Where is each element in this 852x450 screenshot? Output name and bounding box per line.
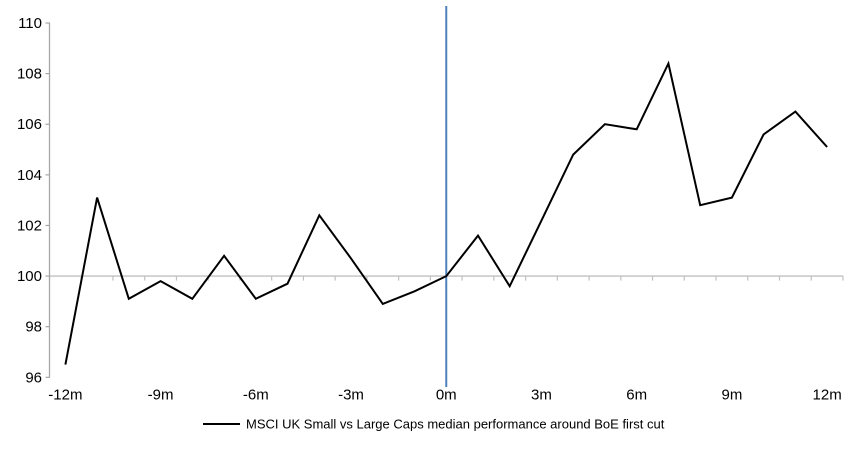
y-axis-label: 104 <box>17 167 42 184</box>
plot-area: 96 98 100 102 104 106 108 110 -12m -9m -6m -3m 0m 3m 6… <box>17 6 844 404</box>
y-axis-label: 96 <box>25 369 42 386</box>
x-axis-label: 3m <box>531 387 552 404</box>
x-axis-label: -6m <box>243 387 269 404</box>
y-axis-label: 108 <box>17 66 42 83</box>
x-axis-label: 9m <box>721 387 742 404</box>
y-axis-label: 106 <box>17 116 42 133</box>
y-axis-label: 110 <box>18 15 42 32</box>
x-axis-label: 0m <box>436 387 457 404</box>
legend: MSCI UK Small vs Large Caps median perfo… <box>203 417 665 432</box>
x-axis-label: 12m <box>813 387 842 404</box>
x-axis-label: -3m <box>338 387 364 404</box>
x-axis-label: -12m <box>48 387 82 404</box>
y-axis-label: 102 <box>17 217 42 234</box>
x-axis-label: 6m <box>626 387 647 404</box>
x-axis-label: -9m <box>148 387 174 404</box>
series-line <box>64 60 828 365</box>
legend-label: MSCI UK Small vs Large Caps median perfo… <box>246 417 665 432</box>
y-axis-label: 98 <box>25 319 42 336</box>
y-axis-label: 100 <box>17 268 42 285</box>
